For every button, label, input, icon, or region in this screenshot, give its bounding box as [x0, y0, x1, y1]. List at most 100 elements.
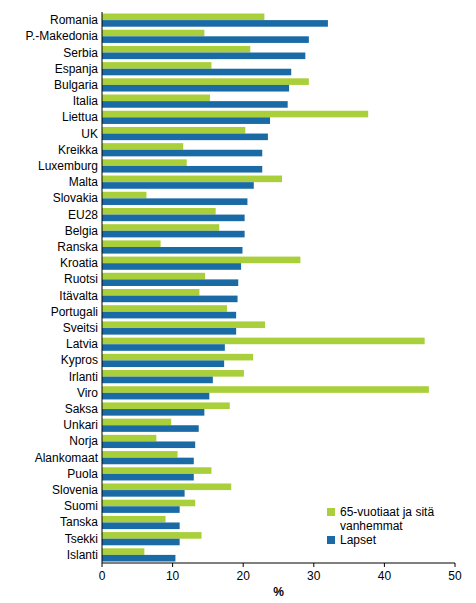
bar: [102, 62, 211, 69]
category-label: Slovakia: [53, 191, 99, 205]
category-label: Tsekki: [65, 532, 98, 546]
bar: [102, 441, 195, 448]
category-label: P.-Makedonia: [26, 29, 99, 43]
bar: [102, 247, 242, 254]
legend: 65-vuotiaat ja sitävanhemmatLapset: [327, 505, 434, 547]
bar: [102, 117, 270, 124]
category-label: Portugali: [51, 305, 98, 319]
category-label: Norja: [69, 434, 98, 448]
legend-line: Lapset: [340, 533, 377, 547]
bar: [102, 192, 146, 199]
bar: [102, 532, 202, 539]
bar: [102, 419, 171, 426]
bar: [102, 467, 211, 474]
bar: [102, 231, 245, 238]
bar: [102, 263, 241, 270]
category-label: UK: [81, 127, 98, 141]
bar: [102, 483, 231, 490]
category-label: Espanja: [55, 62, 99, 76]
bar: [102, 435, 156, 442]
bar: [102, 20, 328, 27]
category-label: Sveitsi: [63, 321, 98, 335]
category-label: Serbia: [63, 46, 98, 60]
bar: [102, 458, 194, 465]
bar: [102, 386, 429, 393]
category-label: Tanska: [60, 515, 98, 529]
bar: [102, 78, 309, 85]
tick-label: 50: [448, 569, 462, 583]
bar: [102, 143, 183, 150]
bar: [102, 474, 194, 481]
bar: [102, 393, 209, 400]
bar: [102, 516, 166, 523]
legend-swatch: [327, 508, 335, 516]
category-label: EU28: [68, 208, 98, 222]
chart: RomaniaP.-MakedoniaSerbiaEspanjaBulgaria…: [0, 0, 476, 603]
category-label: Ruotsi: [64, 272, 98, 286]
category-label: Islanti: [67, 548, 98, 562]
tick-label: 20: [237, 569, 251, 583]
category-label: Puola: [67, 467, 98, 481]
bar: [102, 46, 250, 53]
bar: [102, 273, 205, 280]
category-label: Belgia: [65, 224, 99, 238]
bar: [102, 377, 213, 384]
tick-label: 40: [378, 569, 392, 583]
category-label: Irlanti: [69, 370, 98, 384]
bar: [102, 409, 204, 416]
bar: [102, 500, 195, 507]
bars: [102, 14, 429, 562]
bar: [102, 451, 178, 458]
bar: [102, 296, 238, 303]
legend-line: vanhemmat: [340, 519, 403, 533]
x-axis-label: %: [273, 585, 284, 599]
bar: [102, 198, 247, 205]
bar: [102, 279, 238, 286]
bar: [102, 95, 210, 102]
bar: [102, 354, 253, 361]
bar: [102, 257, 300, 264]
tick-mark: [102, 563, 103, 567]
bar: [102, 539, 180, 546]
bar: [102, 127, 245, 134]
bar: [102, 53, 305, 60]
category-label: Latvia: [66, 337, 98, 351]
category-label: Itävalta: [59, 289, 98, 303]
category-label: Suomi: [64, 499, 98, 513]
bar: [102, 522, 180, 529]
bar: [102, 305, 227, 312]
bar: [102, 166, 262, 173]
tick-mark: [172, 563, 173, 567]
bar: [102, 224, 219, 231]
bar: [102, 425, 199, 432]
tick-label: 0: [99, 569, 106, 583]
bar: [102, 344, 225, 351]
bar: [102, 159, 187, 166]
bar: [102, 30, 204, 37]
category-label: Italia: [73, 94, 99, 108]
bar: [102, 321, 265, 328]
tick-mark: [455, 563, 456, 567]
bar: [102, 111, 368, 118]
tick-mark: [384, 563, 385, 567]
category-label: Slovenia: [52, 483, 98, 497]
bar: [102, 182, 254, 189]
bar: [102, 370, 244, 377]
y-axis: [102, 12, 103, 563]
category-label: Bulgaria: [54, 78, 98, 92]
bar: [102, 289, 199, 296]
bar: [102, 101, 288, 108]
bar: [102, 215, 245, 222]
bar: [102, 555, 175, 562]
bar: [102, 69, 291, 76]
bar: [102, 548, 144, 555]
legend-label: Lapset: [340, 533, 377, 547]
bar: [102, 240, 161, 247]
bar: [102, 36, 309, 43]
bar: [102, 490, 185, 497]
bar: [102, 312, 236, 319]
bar: [102, 134, 268, 141]
bar: [102, 402, 230, 409]
x-axis: [102, 563, 455, 564]
category-label: Malta: [69, 175, 99, 189]
